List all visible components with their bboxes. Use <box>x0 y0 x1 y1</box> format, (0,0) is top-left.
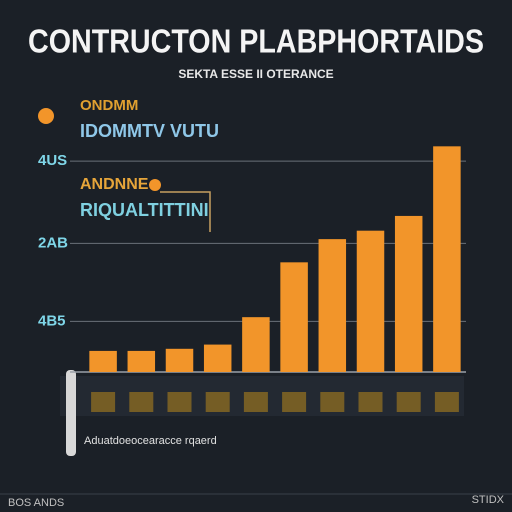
category-icon <box>91 392 116 412</box>
footer: STIDX <box>472 494 505 506</box>
y-tick-label: 4US <box>38 152 67 169</box>
bar <box>394 215 423 372</box>
x-axis-label: Aduatdoeocearacce rqaerd <box>84 435 217 447</box>
category-icon <box>434 392 459 412</box>
y-tick-label: 2AB <box>38 234 68 251</box>
category-icon <box>243 392 268 412</box>
chart-subtitle: SEKTA ESSE II OTERANCE <box>178 67 333 81</box>
category-icon <box>167 392 192 412</box>
bar <box>356 230 385 372</box>
annotation: ONDMM <box>80 97 138 114</box>
footer: BOS ANDS <box>8 497 64 509</box>
category-icon <box>282 392 307 412</box>
bar <box>127 350 156 372</box>
chart-title: CONTRUCTON PLABPHORTAIDS <box>28 23 484 60</box>
thermometer <box>66 370 76 456</box>
category-icon <box>396 392 421 412</box>
icon <box>149 179 161 191</box>
annotation: RIQUALTITTINI <box>80 200 209 220</box>
bar <box>318 239 347 372</box>
bar <box>433 146 461 372</box>
annotation: ANDNNE <box>80 176 149 193</box>
category-icon <box>129 392 154 412</box>
icon <box>38 108 54 124</box>
category-icon <box>320 392 345 412</box>
annotation: IDOMMTV VUTU <box>80 121 219 141</box>
category-icon <box>358 392 383 412</box>
bar <box>280 262 308 372</box>
bar <box>165 348 194 372</box>
bar <box>242 317 270 372</box>
y-tick-label: 4B5 <box>38 312 66 329</box>
category-icon <box>205 392 230 412</box>
connector <box>160 191 211 232</box>
bar <box>89 350 117 372</box>
bar <box>203 344 232 372</box>
